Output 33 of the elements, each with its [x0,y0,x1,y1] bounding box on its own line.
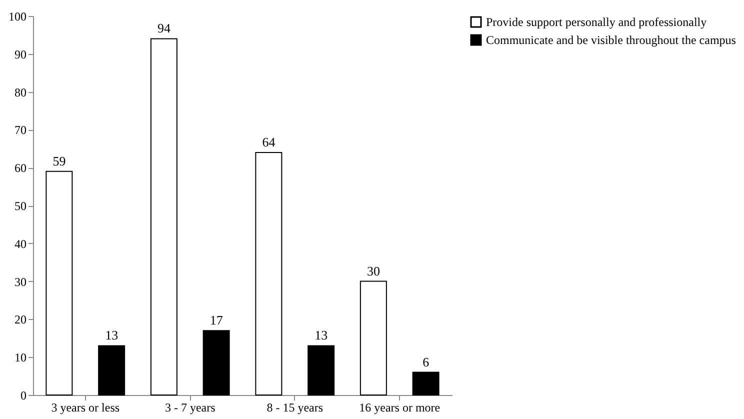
data-label: 13 [105,328,118,343]
y-tick-label: 100 [8,10,26,24]
y-tick-label: 70 [14,123,26,138]
data-label: 17 [210,312,224,328]
bar [46,170,73,396]
y-tick-label: 30 [14,274,26,289]
bar [255,152,282,396]
x-tick-label: 3 - 7 years [164,400,216,414]
y-tick-label: 20 [14,312,26,327]
y-tick-label: 40 [14,236,26,251]
legend-label: Provide support personally and professionally [486,15,707,29]
y-tick-label: 80 [14,85,26,100]
x-tick-label: 3 years or less [51,400,120,414]
x-tick-label: 8 - 15 years [266,400,324,414]
bar [412,372,440,396]
data-label: 30 [366,263,380,278]
y-tick-label: 50 [14,199,26,213]
data-label: 64 [262,134,276,150]
y-tick-label: 0 [20,388,26,402]
bar [150,38,178,396]
legend-label: Communicate and be visible throughout the campus [486,33,736,47]
bar [202,330,230,396]
y-tick-label: 10 [14,350,26,365]
data-label: 6 [422,354,430,370]
bar [98,345,126,396]
y-tick-label: 90 [14,47,26,62]
bar [360,280,387,396]
data-label: 94 [157,20,171,36]
data-label: 13 [314,328,328,343]
x-tick-label: 16 years or more [359,400,440,414]
y-tick-label: 60 [14,161,26,176]
data-label: 59 [52,153,66,168]
bar [308,345,335,396]
